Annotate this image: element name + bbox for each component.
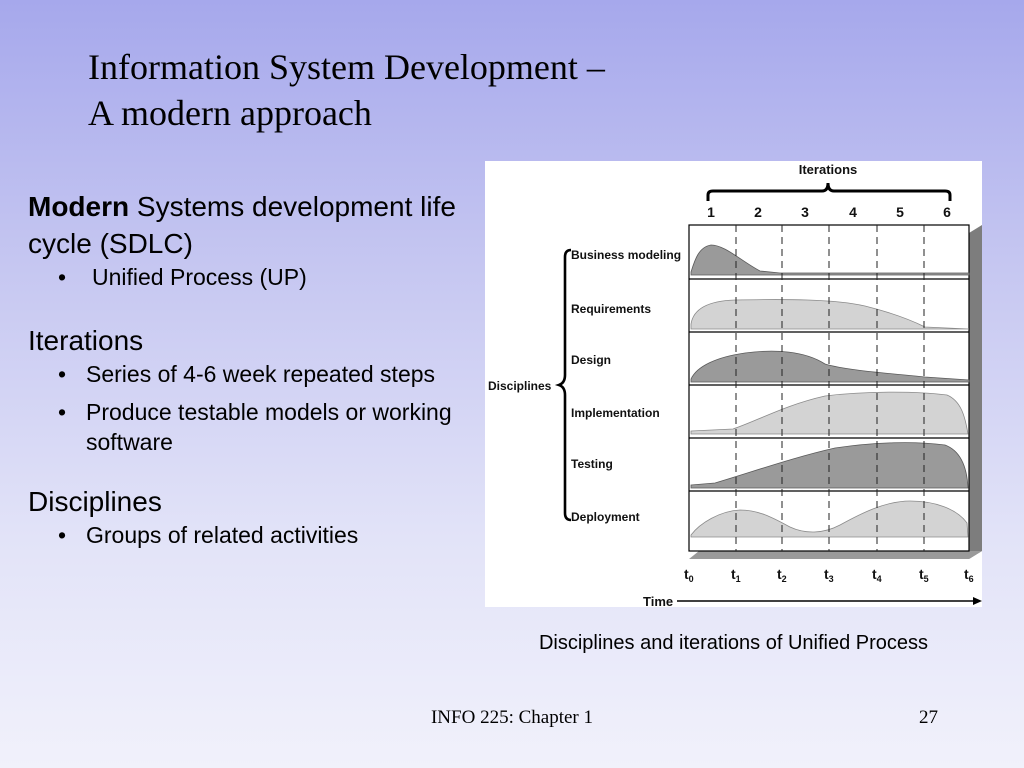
bullet-list: • Groups of related activities bbox=[28, 520, 468, 550]
section-disciplines: Disciplines • Groups of related activitie… bbox=[28, 483, 468, 550]
time-tick-subscript: 3 bbox=[829, 574, 834, 584]
time-tick-label: t2 bbox=[777, 566, 787, 584]
time-tick-base: t bbox=[731, 566, 736, 582]
hump-design bbox=[690, 350, 970, 383]
discipline-label: Implementation bbox=[571, 406, 660, 420]
bullet-dot: • bbox=[58, 361, 67, 387]
time-tick-subscript: 6 bbox=[969, 574, 974, 584]
iterations-label: Iterations bbox=[799, 162, 858, 177]
iteration-number: 1 bbox=[707, 204, 715, 220]
section-modern-sdlc: Modern Systems development life cycle (S… bbox=[28, 188, 468, 292]
time-tick-label: t6 bbox=[964, 566, 974, 584]
time-tick-base: t bbox=[684, 566, 689, 582]
time-tick-subscript: 2 bbox=[782, 574, 787, 584]
disciplines-label: Disciplines bbox=[488, 379, 552, 393]
bullet-item: • Groups of related activities bbox=[28, 520, 468, 550]
time-tick-base: t bbox=[919, 566, 924, 582]
discipline-label: Deployment bbox=[571, 510, 640, 524]
hump-business-modeling bbox=[690, 244, 970, 276]
bullet-text: Unified Process (UP) bbox=[92, 264, 307, 290]
iteration-number: 3 bbox=[801, 204, 809, 220]
bullet-item: • Series of 4-6 week repeated steps bbox=[28, 359, 468, 389]
panel-shadow-bottom bbox=[689, 551, 982, 559]
bullet-dot: • bbox=[58, 399, 67, 425]
iteration-number: 6 bbox=[943, 204, 951, 220]
hump-implementation bbox=[690, 391, 969, 435]
time-tick-label: t1 bbox=[731, 566, 741, 584]
hump-requirements bbox=[690, 299, 970, 330]
bullet-dot: • bbox=[58, 522, 67, 548]
slide-title: Information System Development – A moder… bbox=[88, 44, 605, 136]
time-tick-label: t5 bbox=[919, 566, 929, 584]
slide-title-line-1: Information System Development – bbox=[88, 47, 605, 87]
time-tick-label: t3 bbox=[824, 566, 834, 584]
slide-body: Modern Systems development life cycle (S… bbox=[28, 188, 468, 550]
bullet-list: • Series of 4-6 week repeated steps • Prod… bbox=[28, 359, 468, 457]
slide-footer: INFO 225: Chapter 1 bbox=[430, 707, 593, 728]
bullet-text: Produce testable models or working softw… bbox=[86, 399, 452, 455]
section-heading: Modern Systems development life cycle (S… bbox=[28, 188, 468, 262]
time-tick-subscript: 5 bbox=[924, 574, 929, 584]
time-tick-label: t4 bbox=[872, 566, 882, 584]
iteration-numbers: 1 2 3 4 5 6 bbox=[707, 204, 951, 220]
discipline-label: Testing bbox=[571, 457, 613, 471]
time-tick-base: t bbox=[824, 566, 829, 582]
bullet-item: • Produce testable models or working soft… bbox=[28, 397, 468, 457]
bullet-list: • Unified Process (UP) bbox=[28, 262, 468, 292]
figure-caption: Disciplines and iterations of Unified Pr… bbox=[538, 632, 929, 654]
discipline-humps bbox=[690, 244, 970, 538]
bullet-item: • Unified Process (UP) bbox=[28, 262, 468, 292]
disciplines-brace bbox=[554, 248, 572, 522]
discipline-label: Business modeling bbox=[571, 248, 681, 262]
iterations-brace bbox=[706, 182, 952, 201]
time-tick-base: t bbox=[777, 566, 782, 582]
iteration-number: 2 bbox=[754, 204, 762, 220]
time-tick-subscript: 4 bbox=[877, 574, 882, 584]
iteration-boundaries bbox=[735, 225, 925, 551]
bullet-dot: • bbox=[58, 264, 67, 290]
heading-bold-word: Modern bbox=[28, 191, 130, 222]
discipline-labels: Business modeling Requirements Design Imple… bbox=[571, 248, 681, 524]
up-disciplines-iterations-figure: Iterations 1 2 3 4 5 6 Disciplines Business m… bbox=[485, 161, 982, 607]
discipline-label: Design bbox=[571, 353, 611, 367]
section-heading: Disciplines bbox=[28, 486, 162, 517]
slide-title-line-2: A modern approach bbox=[88, 93, 372, 133]
time-tick-subscript: 1 bbox=[736, 574, 741, 584]
bullet-text: Series of 4-6 week repeated steps bbox=[86, 361, 436, 387]
discipline-label: Requirements bbox=[571, 302, 651, 316]
time-tick-label: t0 bbox=[684, 566, 694, 584]
time-tick-subscript: 0 bbox=[689, 574, 694, 584]
up-diagram-svg: Iterations 1 2 3 4 5 6 Disciplines Business m… bbox=[488, 162, 982, 607]
section-heading: Iterations bbox=[28, 325, 144, 356]
iteration-number: 5 bbox=[896, 204, 904, 220]
time-axis-arrowhead bbox=[973, 597, 982, 605]
section-iterations: Iterations • Series of 4-6 week repeated … bbox=[28, 322, 468, 457]
page-number: 27 bbox=[919, 707, 938, 728]
time-tick-base: t bbox=[964, 566, 969, 582]
time-ticks: t0 t1 t2 t3 t4 t5 t6 bbox=[684, 566, 974, 584]
bullet-text: Groups of related activities bbox=[86, 522, 359, 548]
time-label: Time bbox=[643, 594, 673, 607]
hump-deployment bbox=[690, 500, 969, 538]
time-tick-base: t bbox=[872, 566, 877, 582]
panel-shadow-right bbox=[969, 225, 982, 559]
heading-rest: Systems development life cycle (SDLC) bbox=[28, 191, 456, 259]
iteration-number: 4 bbox=[849, 204, 857, 220]
